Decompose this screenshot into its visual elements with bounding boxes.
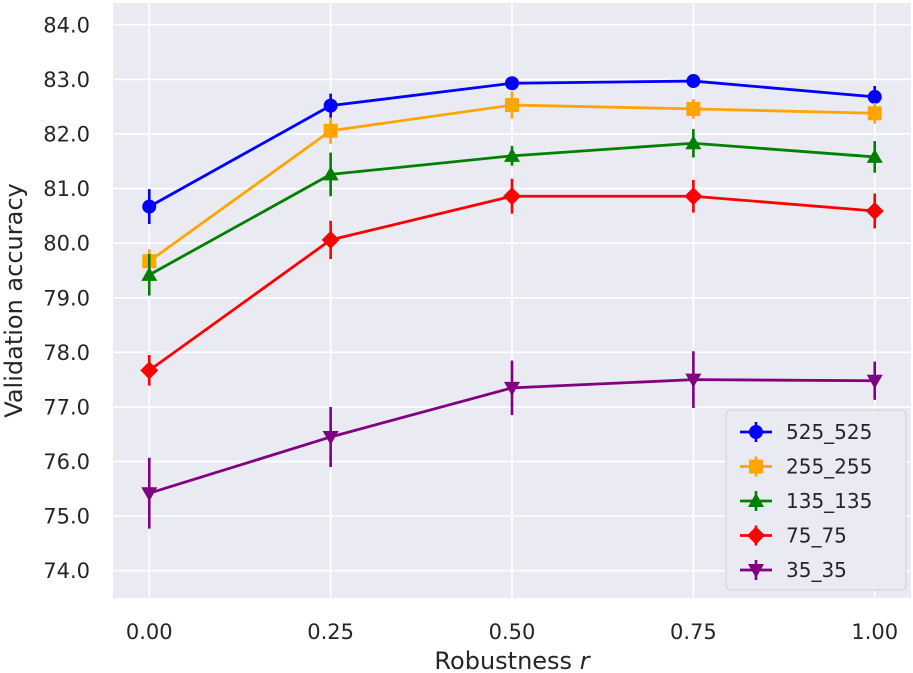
legend-marker — [749, 459, 763, 474]
data-point — [686, 74, 701, 89]
y-tick-label: 79.0 — [43, 286, 90, 310]
legend-label: 525_525 — [786, 420, 872, 444]
y-tick-label: 75.0 — [43, 505, 90, 529]
x-tick-label: 0.50 — [489, 620, 536, 644]
legend-label: 75_75 — [786, 524, 847, 548]
series-35_35 — [141, 351, 883, 529]
x-tick-label: 1.00 — [851, 620, 898, 644]
series-135_135 — [141, 129, 883, 296]
data-point — [866, 148, 883, 163]
series-75_75 — [140, 178, 884, 386]
y-tick-label: 77.0 — [43, 395, 90, 419]
data-point — [505, 98, 519, 113]
x-tick-label: 0.25 — [307, 620, 354, 644]
x-axis-label: Robustness r — [434, 647, 591, 673]
data-point — [141, 487, 158, 502]
legend-item: 35_35 — [740, 558, 847, 582]
legend-marker — [748, 493, 764, 507]
legend-marker — [747, 526, 765, 545]
x-tick-label: 0.00 — [126, 620, 173, 644]
y-tick-label: 78.0 — [43, 341, 90, 365]
legend-box — [725, 409, 907, 591]
data-point — [322, 166, 339, 181]
legend-label: 135_135 — [786, 489, 872, 513]
y-tick-label: 76.0 — [43, 450, 90, 474]
series-layer — [140, 74, 884, 529]
legend-item: 525_525 — [740, 420, 872, 444]
data-point — [686, 101, 701, 116]
legend-item: 255_255 — [740, 455, 872, 479]
data-point — [503, 187, 521, 206]
data-point — [141, 266, 158, 281]
tick-labels: 0.00 0.25 0.50 0.75 1.00 74.0 75.0 76.0 77.0 78.0… — [43, 13, 898, 644]
series-525_525 — [142, 74, 882, 225]
legend-marker — [749, 425, 763, 439]
data-point — [867, 89, 882, 104]
legend-label: 255_255 — [786, 455, 872, 479]
data-point — [685, 373, 702, 388]
data-point — [323, 123, 338, 138]
legend-item: 135_135 — [740, 489, 872, 513]
data-point — [323, 98, 338, 113]
series-255_255 — [142, 91, 882, 274]
legend: 525_525 255_255 135_135 75_75 35_35 — [725, 409, 907, 591]
data-point — [685, 135, 702, 150]
data-point — [865, 201, 884, 220]
data-point — [504, 381, 520, 396]
data-point — [322, 430, 339, 445]
data-point — [684, 187, 703, 206]
data-point — [866, 374, 883, 389]
data-point — [504, 147, 520, 162]
data-point — [140, 361, 159, 380]
y-tick-label: 82.0 — [43, 123, 90, 147]
legend-item: 75_75 — [740, 524, 847, 548]
legend-label: 35_35 — [786, 558, 847, 582]
y-axis-label: Validation accuracy — [0, 183, 28, 417]
y-tick-label: 83.0 — [43, 68, 90, 92]
x-tick-label: 0.75 — [670, 620, 717, 644]
data-point — [142, 199, 157, 214]
y-tick-label: 80.0 — [43, 232, 90, 256]
data-point — [867, 106, 882, 121]
data-point — [505, 76, 519, 91]
legend-marker — [748, 564, 764, 578]
y-tick-label: 74.0 — [43, 559, 90, 583]
y-tick-label: 81.0 — [43, 177, 90, 201]
y-tick-label: 84.0 — [43, 13, 90, 37]
data-point — [321, 230, 340, 249]
